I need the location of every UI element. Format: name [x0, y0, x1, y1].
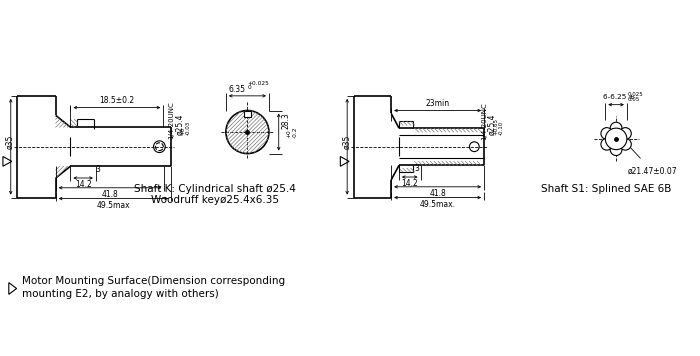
Text: 1/4-20UNC: 1/4-20UNC	[481, 102, 487, 140]
Text: 41.8: 41.8	[429, 189, 446, 198]
Text: 18.5±0.2: 18.5±0.2	[99, 96, 134, 105]
Text: ø25.4: ø25.4	[488, 114, 497, 135]
Text: Shaft S1: Splined SAE 6B: Shaft S1: Splined SAE 6B	[541, 184, 671, 194]
Text: 28.3: 28.3	[281, 112, 290, 129]
Circle shape	[610, 144, 622, 156]
Circle shape	[620, 138, 631, 150]
Text: Woodruff keyø25.4x6.35: Woodruff keyø25.4x6.35	[151, 195, 279, 205]
Text: mounting E2, by analogy with others): mounting E2, by analogy with others)	[22, 289, 218, 299]
Text: +0
-0.2: +0 -0.2	[286, 126, 297, 138]
Text: +0.65
-0.10: +0.65 -0.10	[493, 118, 504, 135]
Text: Shaft K: Cylindrical shaft ø25.4: Shaft K: Cylindrical shaft ø25.4	[134, 184, 296, 194]
Bar	[244, 110, 251, 117]
Text: 23min: 23min	[426, 99, 449, 108]
Text: 14.2: 14.2	[401, 179, 418, 188]
Text: 6-6.25 ±: 6-6.25 ±	[603, 94, 635, 100]
Text: +0
-0.03: +0 -0.03	[180, 121, 190, 135]
Text: 49.5max.: 49.5max.	[419, 200, 456, 209]
Text: 1/4-20UNC: 1/4-20UNC	[168, 101, 174, 139]
Circle shape	[601, 138, 612, 150]
Text: 0.025: 0.025	[628, 92, 643, 97]
Circle shape	[606, 128, 627, 150]
Text: ø21.47±0.07: ø21.47±0.07	[628, 166, 678, 175]
Circle shape	[601, 128, 612, 139]
Text: 14.2: 14.2	[75, 180, 92, 189]
Text: 0: 0	[247, 85, 251, 90]
Text: 3: 3	[414, 164, 419, 173]
Circle shape	[226, 110, 269, 153]
Text: 6.35: 6.35	[228, 84, 246, 94]
Text: ø35: ø35	[342, 135, 351, 149]
Text: 41.8: 41.8	[102, 190, 118, 199]
Circle shape	[620, 128, 631, 139]
Text: +0.025: +0.025	[247, 81, 270, 86]
Text: 0.05: 0.05	[628, 97, 640, 102]
Text: 3: 3	[95, 165, 100, 174]
Text: 49.5max: 49.5max	[97, 201, 130, 210]
Text: Motor Mounting Surface(Dimension corresponding: Motor Mounting Surface(Dimension corresp…	[22, 276, 285, 286]
Text: ø35: ø35	[6, 135, 15, 149]
Circle shape	[610, 122, 622, 134]
Text: ø25.4: ø25.4	[175, 114, 184, 135]
